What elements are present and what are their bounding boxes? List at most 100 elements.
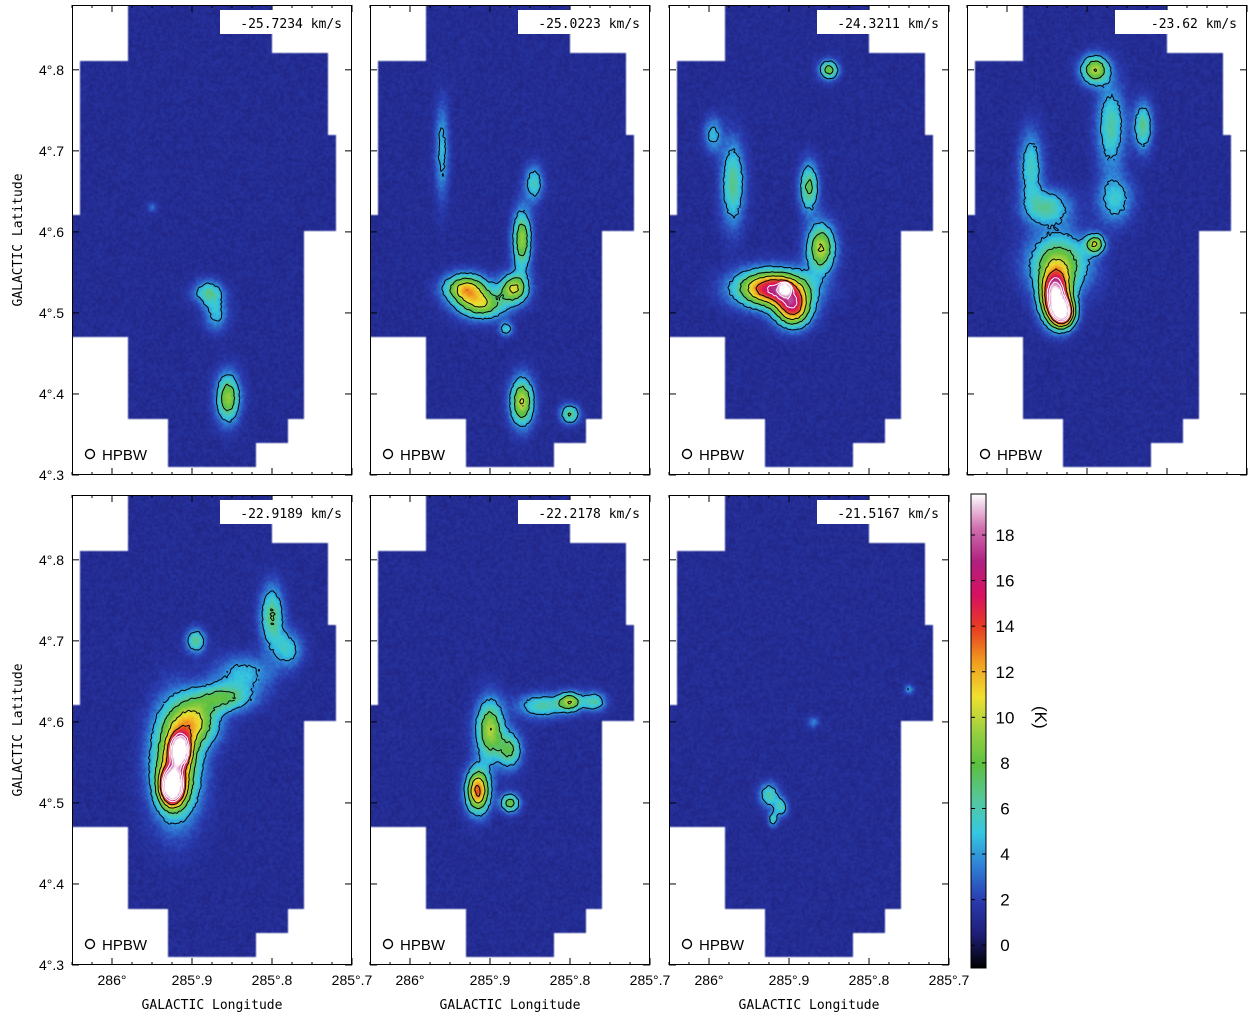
velocity-label-box: [1115, 10, 1241, 34]
y-tick-label: 4°.5: [39, 305, 64, 321]
contour-line: [449, 223, 572, 419]
intensity-map: [669, 495, 949, 965]
intensity-map: [370, 495, 650, 965]
colorbar-tick-label: 8: [1000, 754, 1009, 773]
contour-line: [1048, 281, 1070, 321]
velocity-label: -22.9189 km/s: [220, 500, 346, 524]
beam-label: HPBW: [699, 937, 745, 954]
y-tick-label: 4°.5: [39, 795, 64, 811]
x-tick-label: 285°.7: [630, 972, 671, 988]
colorbar-tick-label: 10: [996, 708, 1015, 727]
colorbar-tick-label: 2: [1000, 891, 1009, 910]
y-axis-label: GALACTIC Latitude: [11, 173, 26, 306]
y-tick-label: 4°.8: [39, 552, 64, 568]
contour-line: [766, 281, 798, 309]
x-tick-label: 285°.8: [849, 972, 890, 988]
beam-label: HPBW: [400, 447, 446, 464]
contour-line: [161, 732, 190, 803]
velocity-text: -25.0223 km/s: [538, 17, 640, 32]
beam-label: HPBW: [400, 937, 446, 954]
x-tick-label: 285°.9: [470, 972, 511, 988]
colorbar: 0 2 4 6 8 10 12 14 16 18 (K): [970, 493, 1050, 969]
contour-line: [456, 282, 525, 407]
beam-icon: [84, 938, 96, 950]
y-tick-label: 4°.4: [39, 876, 64, 892]
x-tick-label: 285°.8: [550, 972, 591, 988]
contour-line: [776, 282, 793, 300]
velocity-label: -21.5167 km/s: [817, 500, 943, 524]
channel-panel: -25.0223 km/s HPBW: [369, 5, 651, 476]
intensity-map: [72, 495, 352, 965]
contour-line: [1046, 277, 1071, 323]
colorbar-label: (K): [1031, 706, 1050, 729]
y-tick-label: 4°.7: [39, 143, 64, 159]
y-tick-label: 4°.6: [39, 714, 64, 730]
y-tick-label: 4°.3: [39, 957, 64, 973]
contour-line: [761, 687, 909, 825]
x-tick-label: 286°: [396, 972, 425, 988]
contour-line: [1041, 68, 1098, 327]
contour-line: [196, 282, 241, 423]
contour-line: [1037, 60, 1105, 330]
x-tick-label: 285°.7: [332, 972, 373, 988]
colorbar-tick-label: 18: [996, 526, 1015, 545]
beam-icon: [84, 448, 96, 460]
contour-line: [147, 590, 297, 825]
velocity-text: -25.7234 km/s: [240, 17, 342, 32]
colorbar-gradient: [970, 493, 987, 969]
intensity-map: [669, 5, 949, 475]
colorbar-tick-label: 16: [996, 572, 1015, 591]
channel-panel: -21.5167 km/s HPBW 286° 285°.9 285°.8 285°.7 G…: [668, 495, 970, 1013]
contour-line: [159, 724, 192, 806]
y-tick-label: 4°.7: [39, 633, 64, 649]
y-tick-label: 4°.8: [39, 62, 64, 78]
velocity-text: -24.3211 km/s: [837, 17, 939, 32]
contour-line: [470, 700, 573, 804]
contour-line: [157, 709, 203, 809]
channel-panel: -25.7234 km/s HPBW 4°.3 4°.4 4°.5 4°.6 4°.7 4°.…: [11, 5, 353, 483]
x-axis-label: GALACTIC Longitude: [142, 998, 283, 1013]
velocity-label-box: [220, 10, 346, 34]
x-tick-label: 285°.9: [769, 972, 810, 988]
channel-panel: -24.3211 km/s HPBW: [668, 5, 950, 476]
velocity-label: -25.0223 km/s: [518, 10, 644, 34]
colorbar-tick-label: 14: [996, 617, 1015, 636]
x-tick-label: 285°.7: [929, 972, 970, 988]
contour-line: [463, 691, 604, 817]
velocity-label: -23.62 km/s: [1115, 10, 1241, 34]
beam-icon: [681, 938, 693, 950]
contour-line: [211, 293, 236, 412]
contour-line: [154, 608, 276, 814]
colorbar-tick-label: 12: [996, 663, 1015, 682]
contour-line: [739, 65, 834, 325]
contour-line: [467, 695, 579, 810]
velocity-label: -24.3211 km/s: [817, 10, 943, 34]
velocity-text: -23.62 km/s: [1151, 17, 1237, 32]
y-tick-label: 4°.3: [39, 467, 64, 483]
velocity-label-box: [220, 500, 346, 524]
x-tick-label: 285°.9: [172, 972, 213, 988]
beam-label: HPBW: [102, 447, 148, 464]
colorbar-tick-label: 4: [1000, 845, 1009, 864]
beam-icon: [681, 448, 693, 460]
y-axis-label: GALACTIC Latitude: [11, 663, 26, 796]
velocity-label-box: [817, 500, 943, 524]
y-tick-label: 4°.6: [39, 224, 64, 240]
contour-line: [162, 735, 189, 801]
beam-label: HPBW: [997, 447, 1043, 464]
contour-line: [437, 127, 579, 428]
contour-line: [755, 279, 803, 316]
colorbar-tick-label: 0: [1000, 936, 1009, 955]
contour-line: [747, 243, 825, 321]
beam-icon: [979, 448, 991, 460]
contour-line: [474, 784, 481, 797]
velocity-label: -25.7234 km/s: [220, 10, 346, 34]
contour-line: [1044, 268, 1073, 325]
intensity-map: [72, 5, 352, 475]
velocity-text: -22.9189 km/s: [240, 507, 342, 522]
channel-panel: -23.62 km/s HPBW: [966, 5, 1248, 476]
beam-label: HPBW: [102, 937, 148, 954]
x-tick-label: 286°: [695, 972, 724, 988]
velocity-text: -22.2178 km/s: [538, 507, 640, 522]
